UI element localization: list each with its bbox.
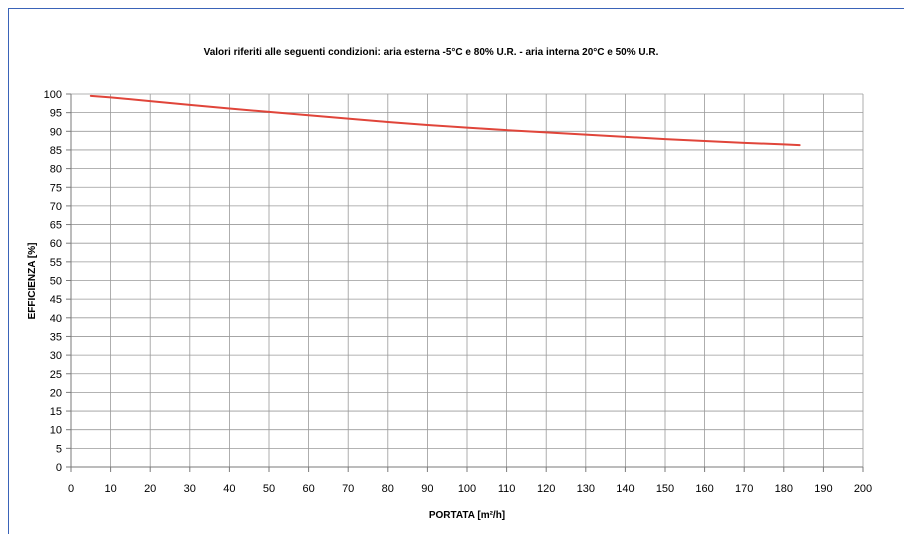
x-tick-label-20: 20: [144, 483, 156, 495]
y-tick-label-80: 80: [50, 164, 62, 176]
chart-title: Valori riferiti alle seguenti condizioni…: [204, 47, 659, 58]
y-tick-label-45: 45: [50, 294, 62, 306]
x-tick-label-40: 40: [223, 483, 235, 495]
x-tick-label-130: 130: [577, 483, 595, 495]
y-tick-label-50: 50: [50, 276, 62, 288]
y-tick-label-70: 70: [50, 201, 62, 213]
y-tick-label-35: 35: [50, 331, 62, 343]
y-tick-label-60: 60: [50, 238, 62, 250]
y-tick-labels: 0 5 10 15 20 25 30 35 40 45 50 55 60 65 70 75 80 85 90 95 10…: [44, 89, 62, 474]
x-tick-label-120: 120: [537, 483, 555, 495]
x-tick-label-150: 150: [656, 483, 674, 495]
y-tick-label-55: 55: [50, 257, 62, 269]
y-tick-label-25: 25: [50, 369, 62, 381]
x-tick-label-170: 170: [735, 483, 753, 495]
x-tick-label-100: 100: [458, 483, 476, 495]
y-tick-label-85: 85: [50, 145, 62, 157]
x-tick-labels: 0 10 20 30 40 50 60 70 80 90 100 110 120 130 140 150 160…: [68, 483, 872, 495]
x-tick-label-180: 180: [775, 483, 793, 495]
grid: [70, 93, 864, 468]
x-tick-label-60: 60: [302, 483, 314, 495]
y-tick-label-95: 95: [50, 108, 62, 120]
x-tick-label-50: 50: [263, 483, 275, 495]
x-tick-label-0: 0: [68, 483, 74, 495]
x-tick-label-140: 140: [616, 483, 634, 495]
x-axis-title: PORTATA [m²/h]: [429, 510, 505, 521]
x-tick-label-30: 30: [184, 483, 196, 495]
x-tick-label-110: 110: [498, 483, 516, 495]
x-tick-label-190: 190: [814, 483, 832, 495]
y-axis-title: EFFICIENZA [%]: [27, 243, 38, 320]
y-tick-label-5: 5: [56, 443, 62, 455]
y-tick-label-40: 40: [50, 313, 62, 325]
y-tick-label-90: 90: [50, 126, 62, 138]
y-tick-label-75: 75: [50, 182, 62, 194]
y-tick-label-100: 100: [44, 89, 62, 101]
x-tick-label-70: 70: [342, 483, 354, 495]
y-tick-label-10: 10: [50, 425, 62, 437]
chart-frame: [8, 8, 904, 534]
x-tick-label-80: 80: [382, 483, 394, 495]
y-tick-label-65: 65: [50, 220, 62, 232]
x-tick-label-200: 200: [854, 483, 872, 495]
y-tick-label-20: 20: [50, 387, 62, 399]
series: [89, 94, 801, 147]
series-line-0: [89, 94, 801, 147]
y-tick-label-30: 30: [50, 350, 62, 362]
x-tick-label-90: 90: [421, 483, 433, 495]
x-tick-label-160: 160: [695, 483, 713, 495]
axes: [66, 93, 864, 472]
y-tick-label-15: 15: [50, 406, 62, 418]
y-tick-label-0: 0: [56, 462, 62, 474]
x-tick-label-10: 10: [104, 483, 116, 495]
